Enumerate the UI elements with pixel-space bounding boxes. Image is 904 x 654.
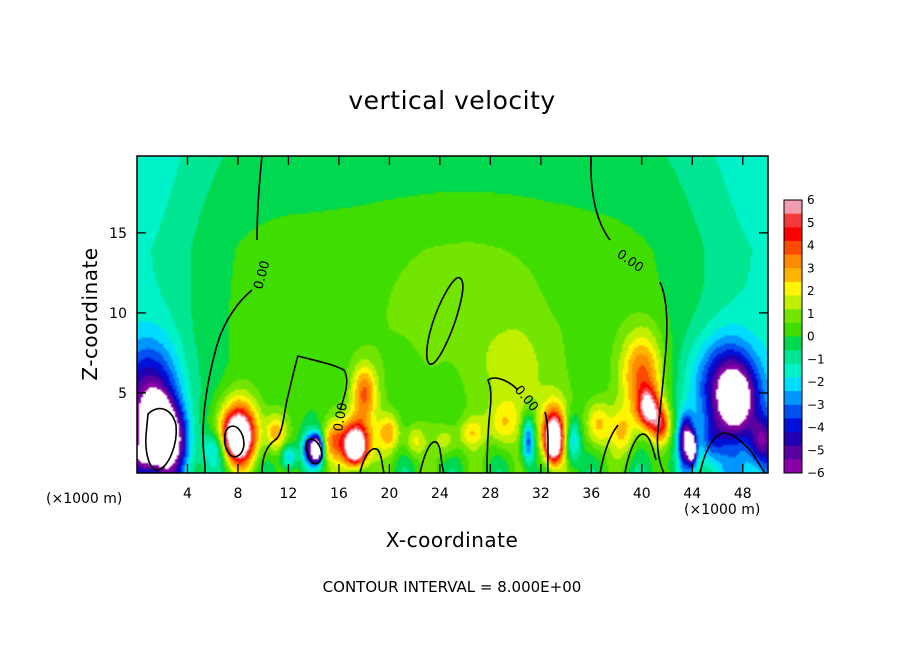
colorbar-swatch	[784, 240, 802, 256]
contour-interval-note: CONTOUR INTERVAL = 8.000E+00	[322, 578, 582, 596]
heatmap-field	[137, 156, 768, 473]
colorbar: 6 5 4 3 2 1 0 −1 −2 −3 −4 −5 −6	[783, 193, 825, 480]
x-tick-label: 36	[582, 486, 600, 502]
colorbar-swatch	[784, 309, 802, 324]
zero-contour-left	[202, 156, 263, 473]
x-tick-label: 4	[183, 486, 192, 502]
contour-label: 0.00	[251, 259, 273, 291]
x-tick-label: 48	[734, 486, 752, 502]
colorbar-swatch	[784, 363, 802, 378]
x-axis-label: X-coordinate	[385, 528, 519, 552]
colorbar-tick-label: 3	[807, 261, 815, 275]
colorbar-swatch	[784, 404, 802, 419]
zero-contour-center-right	[486, 377, 549, 473]
y-tick-label: 10	[109, 306, 127, 322]
y-tick-label: 15	[109, 226, 127, 242]
colorbar-tick-label: 2	[807, 284, 815, 298]
colorbar-tick-label: 0	[807, 330, 815, 344]
colorbar-swatch	[784, 322, 802, 337]
zero-contour-center-left	[261, 355, 348, 473]
colorbar-frame	[783, 199, 803, 474]
x-tick-label: 12	[280, 486, 298, 502]
colorbar-tick-label: −3	[807, 398, 825, 412]
x-tick-label: 20	[380, 486, 398, 502]
x-axis-ticks: 4 8 12 16 20 24 28 32 36 40 44 48	[183, 156, 752, 502]
colorbar-swatch	[784, 432, 802, 447]
colorbar-swatch	[784, 336, 802, 351]
contour-left-strong	[145, 407, 178, 471]
zero-contours	[145, 156, 766, 473]
colorbar-swatch	[784, 227, 802, 242]
x-tick-label: 40	[633, 486, 651, 502]
colorbar-swatch	[784, 213, 802, 228]
colorbar-swatch	[784, 377, 802, 392]
colorbar-tick-label: −4	[807, 421, 825, 435]
colorbar-tick-label: 6	[807, 193, 815, 207]
x-tick-label: 8	[233, 486, 242, 502]
colorbar-swatch	[784, 418, 802, 433]
colorbar-swatch	[784, 200, 802, 215]
contour-label: 0.00	[331, 402, 351, 433]
colorbar-tick-label: 5	[807, 216, 815, 230]
colorbar-swatch	[784, 268, 802, 283]
colorbar-swatch	[784, 281, 802, 297]
contour-small-neg	[305, 438, 323, 465]
colorbar-swatch	[784, 445, 802, 460]
colorbar-tick-label: 4	[807, 239, 815, 253]
x-tick-label: 32	[532, 486, 550, 502]
x-tick-label: 44	[683, 486, 701, 502]
x-tick-label: 24	[431, 486, 449, 502]
plot-frame	[136, 155, 769, 474]
colorbar-tick-label: −6	[807, 466, 825, 480]
colorbar-swatch	[784, 391, 802, 406]
contour-center-pos	[223, 425, 245, 458]
chart-title: vertical velocity	[348, 86, 556, 115]
colorbar-tick-label: 1	[807, 307, 815, 321]
colorbar-tick-label: −5	[807, 443, 825, 457]
colorbar-tick-label: −1	[807, 352, 825, 366]
colorbar-swatch	[784, 350, 802, 365]
contour-bottom-waves	[359, 424, 766, 473]
y-tick-label: 5	[118, 386, 127, 402]
colorbar-tick-label: −2	[807, 375, 825, 389]
x-tick-label: 28	[481, 486, 499, 502]
x-unit-label-right: (×1000 m)	[684, 502, 761, 518]
zero-contour-right	[590, 156, 668, 473]
y-axis-ticks: 5 10 15	[109, 226, 768, 402]
x-tick-label: 16	[330, 486, 348, 502]
colorbar-swatch	[784, 459, 802, 474]
colorbar-swatch	[784, 295, 802, 310]
colorbar-swatch	[784, 254, 802, 269]
x-unit-label-left: (×1000 m)	[46, 491, 123, 507]
zero-contour-closed-ellipse	[425, 277, 464, 365]
